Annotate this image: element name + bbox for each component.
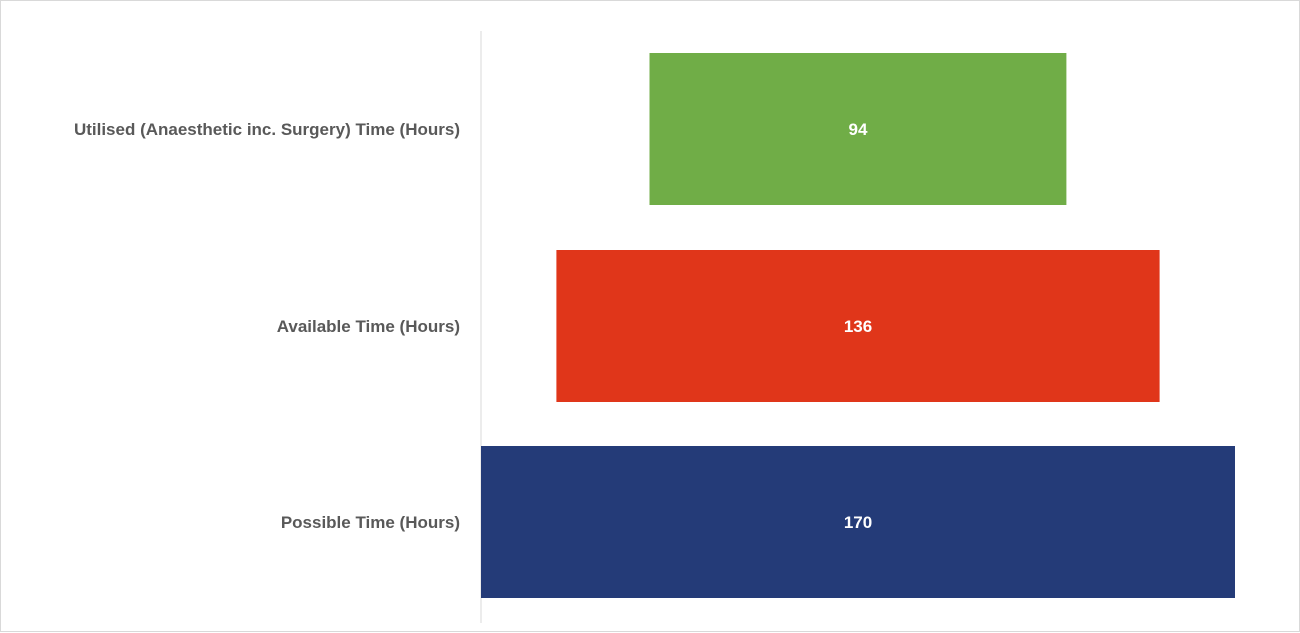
category-label-utilised-anaesthetic-inc-surgery-time-hours: Utilised (Anaesthetic inc. Surgery) Time… <box>74 120 460 139</box>
bar-available-time-hours <box>556 250 1160 402</box>
bar-utilised-anaesthetic-inc-surgery-time-hours <box>649 53 1067 205</box>
category-label-available-time-hours: Available Time (Hours) <box>277 317 460 336</box>
category-label-possible-time-hours: Possible Time (Hours) <box>281 513 460 532</box>
data-label-available-time-hours: 136 <box>844 317 872 336</box>
data-label-possible-time-hours: 170 <box>844 513 872 532</box>
data-label-utilised-anaesthetic-inc-surgery-time-hours: 94 <box>849 120 868 139</box>
bar-possible-time-hours <box>481 446 1235 598</box>
